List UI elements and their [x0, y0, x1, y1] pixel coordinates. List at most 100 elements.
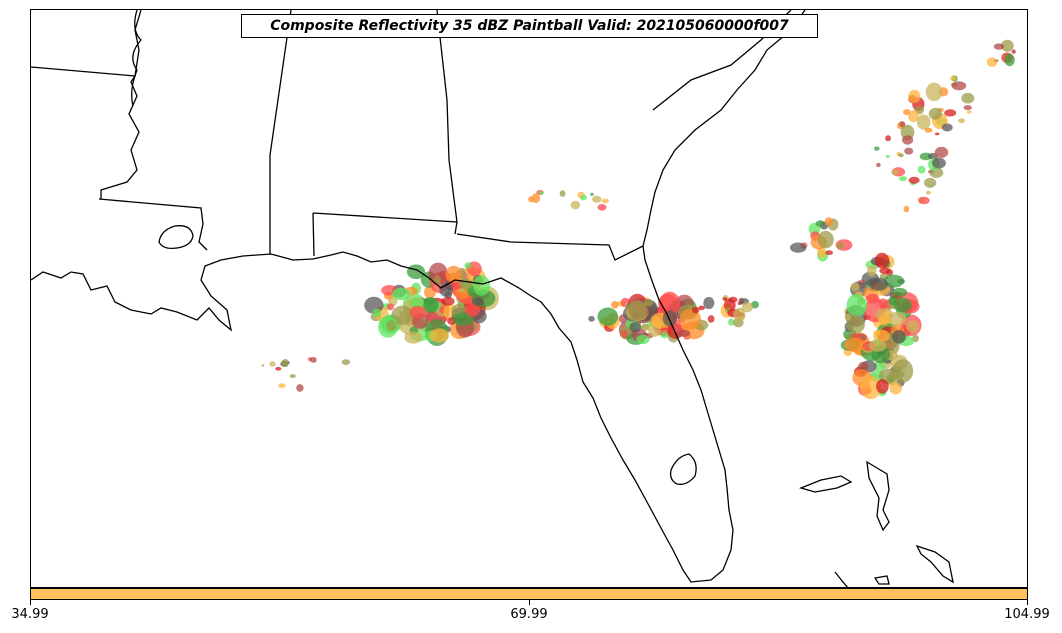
reflectivity-blob [751, 301, 759, 309]
reflectivity-blob [924, 177, 937, 188]
reflectivity-blob [898, 176, 908, 182]
reflectivity-blob [899, 121, 906, 128]
reflectivity-blob [903, 205, 910, 213]
reflectivity-blob [269, 361, 276, 367]
map-title: Composite Reflectivity 35 dBZ Paintball … [241, 14, 818, 38]
reflectivity-blob [993, 43, 1005, 50]
colorbar-tick-label-max: 104.99 [1004, 607, 1050, 622]
reflectivity-blob [961, 92, 975, 104]
reflectivity-blob [790, 242, 807, 253]
reflectivity-blob [287, 361, 290, 364]
reflectivity-blob [692, 306, 700, 314]
reflectivity-blob [906, 320, 920, 333]
reflectivity-blob [1011, 49, 1016, 54]
reflectivity-blob [876, 162, 881, 168]
gulf-coastline-west [31, 10, 806, 583]
reflectivity-blob [592, 195, 602, 203]
reflectivity-blob [452, 312, 474, 326]
reflectivity-blob [597, 307, 619, 326]
reflectivity-blob [662, 310, 678, 327]
reflectivity-blob [652, 316, 662, 327]
reflectivity-blob [728, 318, 735, 326]
cuba-fragment [834, 571, 849, 587]
reflectivity-blob [850, 282, 860, 292]
ms-river-border [134, 10, 142, 77]
reflectivity-blob [392, 287, 411, 301]
reflectivity-blob [465, 302, 481, 317]
bahamas-grand [798, 475, 853, 493]
reflectivity-blob [883, 274, 905, 288]
reflectivity-blob [261, 364, 265, 367]
reflectivity-blob [728, 296, 738, 303]
reflectivity-blob [580, 194, 587, 201]
reflectivity-blob [611, 301, 619, 309]
reflectivity-blob [874, 360, 885, 373]
boundaries-layer [31, 10, 954, 587]
reflectivity-blob [958, 118, 965, 123]
reflectivity-blob [660, 331, 669, 339]
reflectivity-blob [898, 153, 904, 158]
reflectivity-blob [950, 75, 957, 81]
la-ms-south-border [98, 198, 208, 251]
reflectivity-blob [846, 315, 865, 334]
reflectivity-blob [865, 293, 880, 304]
reflectivity-blob [570, 200, 580, 210]
reflectivity-blob [409, 306, 427, 319]
reflectivity-blob [934, 146, 949, 158]
colorbar-tick-mark-right [1027, 600, 1028, 605]
reflectivity-blob [289, 374, 296, 379]
reflectivity-blob [892, 330, 906, 344]
reflectivity-blob [836, 242, 844, 250]
reflectivity-blob [904, 147, 914, 155]
reflectivity-blob [893, 297, 912, 313]
reflectivity-blob [825, 250, 833, 256]
reflectivity-blob [310, 357, 317, 363]
reflectivity-blob [531, 193, 541, 204]
reflectivity-blob [860, 376, 881, 400]
reflectivity-blob [951, 81, 967, 91]
reflectivity-blob [409, 297, 426, 309]
reflectivity-blob [386, 320, 397, 332]
reflectivity-blob [445, 265, 462, 284]
colorbar-tick-label-min: 34.99 [11, 607, 49, 622]
reflectivity-blob [918, 196, 930, 205]
reflectivity-blob [944, 109, 957, 117]
reflectivity-blob [844, 337, 866, 352]
reflectivity-blob [928, 152, 938, 160]
mississippi-river [131, 10, 142, 107]
reflectivity-blob [885, 135, 891, 142]
reflectivity-blob [643, 299, 654, 307]
reflectivity-blob [703, 296, 715, 310]
reflectivity-blob [824, 217, 833, 227]
reflectivity-blob [722, 297, 728, 301]
reflectivity-blob [636, 334, 650, 345]
reflectivity-blob [908, 89, 921, 103]
reflectivity-blob [878, 314, 891, 326]
reflectivity-blob [472, 297, 484, 306]
reflectivity-blob [296, 384, 304, 392]
reflectivity-blob [275, 366, 282, 371]
reflectivity-blob [428, 262, 448, 285]
reflectivity-blob [887, 311, 907, 326]
reflectivity-blob [908, 176, 920, 184]
reflectivity-blob [879, 267, 891, 274]
reflectivity-blob [439, 282, 453, 297]
bahamas-andros [915, 544, 954, 584]
paintball-reflectivity-layer [261, 39, 1016, 400]
colorbar-tick-mark-mid [529, 600, 530, 605]
reflectivity-blob [891, 169, 899, 176]
reflectivity-blob [391, 305, 414, 325]
reflectivity-blob [817, 247, 827, 258]
colorbar [30, 588, 1028, 600]
reflectivity-blob [620, 330, 628, 338]
reflectivity-blob [966, 110, 972, 114]
reflectivity-blob [341, 359, 351, 365]
al-fl-border [312, 212, 458, 257]
colorbar-tick-label-mid: 69.99 [510, 607, 548, 622]
reflectivity-blob [941, 123, 953, 132]
reflectivity-blob [404, 331, 423, 344]
bahamas-abaco [866, 460, 890, 532]
reflectivity-blob [869, 277, 888, 291]
lake-pontchartrain [158, 225, 194, 250]
reflectivity-blob [386, 303, 395, 311]
